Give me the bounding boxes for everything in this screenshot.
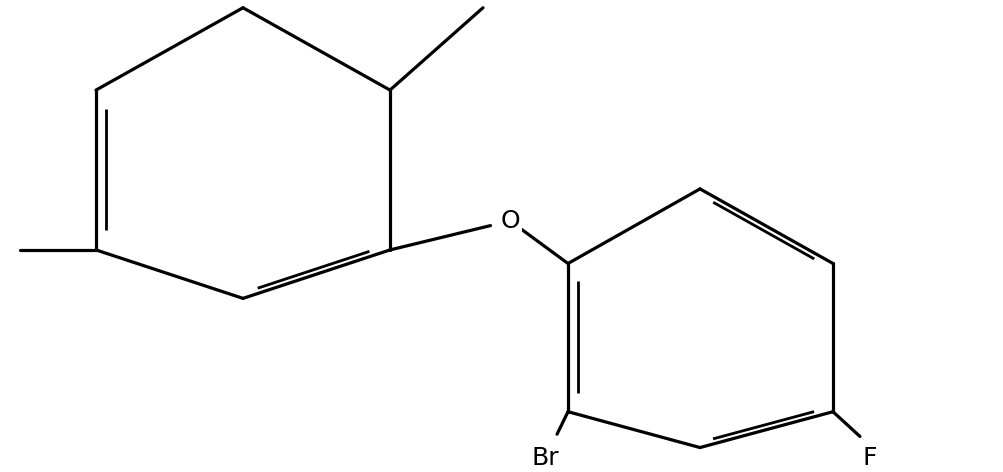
Text: O: O (499, 209, 520, 233)
Text: F: F (862, 446, 877, 470)
Text: Br: Br (531, 446, 559, 470)
